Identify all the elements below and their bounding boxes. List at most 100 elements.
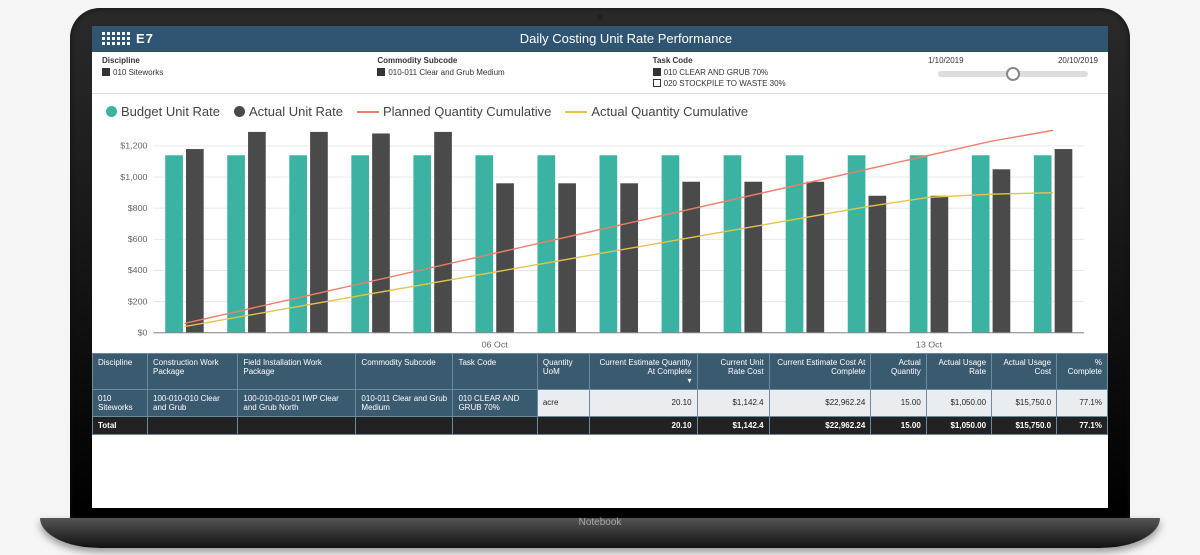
filter-item-label: 020 STOCKPILE TO WASTE 30% <box>664 79 786 88</box>
app-logo: E7 <box>102 31 154 46</box>
filter-label: Commodity Subcode <box>377 56 652 65</box>
table-header[interactable]: Actual Usage Cost <box>992 353 1057 389</box>
bar[interactable] <box>972 155 990 332</box>
laptop-frame: E7 Daily Costing Unit Rate Performance D… <box>70 8 1130 548</box>
bar[interactable] <box>682 181 700 332</box>
table-cell: 010-011 Clear and Grub Medium <box>356 389 453 416</box>
bar[interactable] <box>600 155 618 332</box>
bar[interactable] <box>786 155 804 332</box>
slider-thumb[interactable] <box>1006 67 1020 81</box>
filter-swatch <box>102 68 110 76</box>
legend-item[interactable]: Actual Quantity Cumulative <box>565 104 748 119</box>
table-cell: 15.00 <box>871 389 926 416</box>
table-header[interactable]: Commodity Subcode <box>356 353 453 389</box>
filter-date-range[interactable]: 1/10/2019 20/10/2019 <box>928 56 1098 89</box>
table-total-cell <box>238 416 356 434</box>
table-total-cell <box>537 416 589 434</box>
table-header[interactable]: Actual Usage Rate <box>926 353 991 389</box>
filter-discipline[interactable]: Discipline 010 Siteworks <box>102 56 377 89</box>
bar[interactable] <box>186 149 204 333</box>
table-total-cell: 77.1% <box>1057 416 1108 434</box>
table-header[interactable]: Task Code <box>453 353 537 389</box>
filter-commodity[interactable]: Commodity Subcode 010-011 Clear and Grub… <box>377 56 652 89</box>
legend-label: Planned Quantity Cumulative <box>383 104 551 119</box>
bar[interactable] <box>848 155 866 332</box>
table-total-cell: $1,142.4 <box>697 416 769 434</box>
filter-item-label: 010 CLEAR AND GRUB 70% <box>664 68 769 77</box>
bar[interactable] <box>869 195 887 332</box>
filter-item[interactable]: 010-011 Clear and Grub Medium <box>377 67 652 78</box>
filter-item-label: 010-011 Clear and Grub Medium <box>388 68 504 77</box>
bar[interactable] <box>931 195 949 332</box>
bar[interactable] <box>248 131 266 332</box>
table-header[interactable]: Field Installation Work Package <box>238 353 356 389</box>
svg-text:$0: $0 <box>138 327 148 337</box>
page-title: Daily Costing Unit Rate Performance <box>154 31 1098 46</box>
svg-text:$1,200: $1,200 <box>120 140 147 150</box>
laptop-brand: Notebook <box>579 517 622 528</box>
table-row[interactable]: 010 Siteworks100-010-010 Clear and Grub1… <box>93 389 1108 416</box>
table-header[interactable]: Actual Quantity <box>871 353 926 389</box>
bar[interactable] <box>434 131 452 332</box>
bar[interactable] <box>537 155 555 332</box>
filter-task[interactable]: Task Code 010 CLEAR AND GRUB 70%020 STOC… <box>653 56 928 89</box>
filter-item[interactable]: 020 STOCKPILE TO WASTE 30% <box>653 78 928 89</box>
bar[interactable] <box>351 155 369 332</box>
logo-text: E7 <box>136 31 154 46</box>
table-header[interactable]: Current Estimate Quantity At Complete▾ <box>590 353 697 389</box>
bar[interactable] <box>165 155 183 332</box>
table-total-cell <box>148 416 238 434</box>
table-header[interactable]: Discipline <box>93 353 148 389</box>
legend-line-icon <box>565 111 587 113</box>
table-total-cell <box>356 416 453 434</box>
table-total-cell <box>453 416 537 434</box>
chart-area: $0$200$400$600$800$1,000$1,20006 Oct13 O… <box>92 123 1108 353</box>
logo-dot-grid <box>102 32 130 45</box>
table-header[interactable]: Construction Work Package <box>148 353 238 389</box>
table-header[interactable]: % Complete <box>1057 353 1108 389</box>
legend-item[interactable]: Actual Unit Rate <box>234 104 343 119</box>
bar[interactable] <box>1034 155 1052 332</box>
bar[interactable] <box>372 133 390 332</box>
filter-label: Discipline <box>102 56 377 65</box>
table-cell: 20.10 <box>590 389 697 416</box>
legend-label: Actual Quantity Cumulative <box>591 104 748 119</box>
table-cell: $1,142.4 <box>697 389 769 416</box>
bar[interactable] <box>227 155 245 332</box>
table-header[interactable]: Current Estimate Cost At Complete <box>769 353 871 389</box>
svg-text:$800: $800 <box>128 203 148 213</box>
legend-item[interactable]: Budget Unit Rate <box>106 104 220 119</box>
bar[interactable] <box>413 155 431 332</box>
legend-dot-icon <box>234 106 245 117</box>
dashboard-screen: E7 Daily Costing Unit Rate Performance D… <box>92 26 1108 508</box>
table-header[interactable]: Current Unit Rate Cost <box>697 353 769 389</box>
table-cell: $1,050.00 <box>926 389 991 416</box>
bar[interactable] <box>1055 149 1073 333</box>
date-slider[interactable] <box>938 71 1088 77</box>
filter-item[interactable]: 010 CLEAR AND GRUB 70% <box>653 67 928 78</box>
bar[interactable] <box>496 183 514 332</box>
table-cell: 100-010-010-01 IWP Clear and Grub North <box>238 389 356 416</box>
table-cell: 77.1% <box>1057 389 1108 416</box>
legend-dot-icon <box>106 106 117 117</box>
table-header[interactable]: Quantity UoM <box>537 353 589 389</box>
bar[interactable] <box>724 155 742 332</box>
legend-label: Budget Unit Rate <box>121 104 220 119</box>
filter-item[interactable]: 010 Siteworks <box>102 67 377 78</box>
camera-dot <box>597 14 603 20</box>
table-total-cell: 15.00 <box>871 416 926 434</box>
filter-swatch <box>377 68 385 76</box>
bar[interactable] <box>806 181 824 332</box>
legend-item[interactable]: Planned Quantity Cumulative <box>357 104 551 119</box>
bar[interactable] <box>910 155 928 332</box>
date-to: 20/10/2019 <box>1058 56 1098 65</box>
svg-text:13 Oct: 13 Oct <box>916 339 943 349</box>
data-table: DisciplineConstruction Work PackageField… <box>92 353 1108 435</box>
table-header-row: DisciplineConstruction Work PackageField… <box>93 353 1108 389</box>
bar[interactable] <box>475 155 493 332</box>
bar[interactable] <box>744 181 762 332</box>
bar[interactable] <box>662 155 680 332</box>
bar[interactable] <box>620 183 638 332</box>
table-total-cell: 20.10 <box>590 416 697 434</box>
legend-line-icon <box>357 111 379 113</box>
